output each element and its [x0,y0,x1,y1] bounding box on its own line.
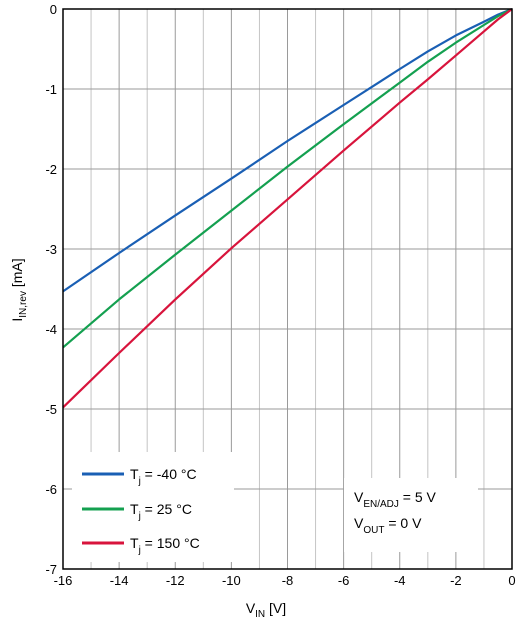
x-tick-label: -8 [282,573,294,588]
x-tick-label: -16 [54,573,73,588]
legend-label-tj-minus40: Tj = -40 °C [130,466,197,487]
y-axis-label: IIN,rev [mA] [9,258,29,321]
x-tick-label: -10 [222,573,241,588]
y-tick-label: -6 [45,482,57,497]
x-axis-label: VIN [V] [246,600,286,620]
legend: Tj = -40 °C Tj = 25 °C Tj = 150 °C [72,452,234,562]
annotation-ven-adj: VEN/ADJ = 5 V [354,489,437,510]
x-tick-label: -14 [110,573,129,588]
y-tick-label: -1 [45,82,57,97]
series-line-tj-minus40 [62,7,513,293]
series-line-tj-150 [62,8,513,409]
x-tick-label: -2 [450,573,462,588]
legend-label-tj-25: Tj = 25 °C [130,501,192,522]
tick-labels: -16 -14 -12 -10 -8 -6 -4 -2 0 0 -1 -2 -3 -4 -5 -6 -7 [45,2,515,588]
plot-frame [62,8,513,570]
x-tick-label: -6 [338,573,350,588]
x-tick-label: 0 [508,573,515,588]
legend-label-tj-150: Tj = 150 °C [130,535,200,556]
y-tick-label: -5 [45,402,57,417]
y-tick-label: -4 [45,322,57,337]
series-line-tj-25 [62,8,513,349]
x-tick-label: -12 [166,573,185,588]
y-tick-label: -2 [45,162,57,177]
y-tick-label: -7 [45,562,57,577]
y-tick-label: -3 [45,242,57,257]
annotation-vout: VOUT = 0 V [354,515,422,536]
series-lines [62,7,513,409]
x-tick-label: -4 [394,573,406,588]
conditions-annotation: VEN/ADJ = 5 V VOUT = 0 V [344,478,478,552]
y-tick-label: 0 [50,2,57,17]
annotation-box [344,478,478,552]
